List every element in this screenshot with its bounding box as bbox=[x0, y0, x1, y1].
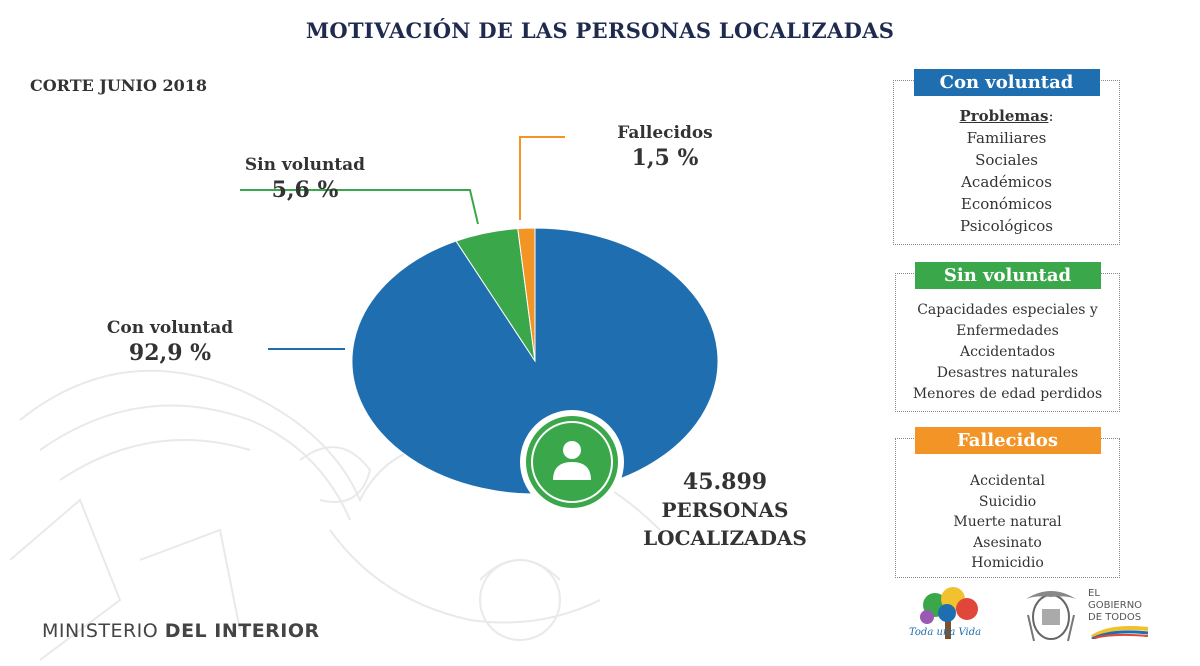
slice-percent: 1,5 % bbox=[631, 145, 699, 171]
slice-name: Sin voluntad bbox=[244, 155, 366, 175]
slice-percent: 92,9 % bbox=[128, 340, 212, 366]
panel-sin-voluntad: Sin voluntad Capacidades especiales y En… bbox=[895, 262, 1120, 412]
ministry-text-light: MINISTERIO bbox=[42, 620, 165, 642]
subheader-colon: : bbox=[1048, 107, 1054, 125]
slice-label-fallecidos: Fallecidos 1,5 % bbox=[575, 123, 755, 171]
total-text-line2: LOCALIZADAS bbox=[643, 526, 807, 550]
total-localized: 45.899 PERSONAS LOCALIZADAS bbox=[620, 468, 830, 552]
list-item: Homicidio bbox=[971, 555, 1044, 571]
coat-of-arms-icon bbox=[1026, 591, 1076, 642]
panel-body-con-voluntad: Problemas: Familiares Sociales Académico… bbox=[894, 105, 1119, 237]
list-item: Desastres naturales bbox=[936, 365, 1079, 381]
list-item: Sociales bbox=[975, 151, 1038, 169]
slice-label-con-voluntad: Con voluntad 92,9 % bbox=[80, 318, 260, 366]
slice-percent: 5,6 % bbox=[271, 177, 339, 203]
panel-header-fallecidos: Fallecidos bbox=[914, 427, 1101, 454]
gobierno-line1: EL bbox=[1088, 588, 1100, 599]
pie-slice-fallecidos bbox=[517, 227, 536, 362]
panel-body-sin-voluntad: Capacidades especiales y Enfermedades Ac… bbox=[896, 300, 1119, 405]
list-item: Psicológicos bbox=[960, 217, 1053, 235]
list-item: Académicos bbox=[961, 173, 1052, 191]
ministry-text-bold: DEL INTERIOR bbox=[164, 620, 320, 642]
leader-line-fallecidos bbox=[519, 136, 565, 220]
person-icon bbox=[520, 410, 624, 514]
slice-name: Fallecidos bbox=[617, 123, 713, 143]
panel-fallecidos: Fallecidos Accidental Suicidio Muerte na… bbox=[895, 427, 1120, 578]
ministry-logo-text: MINISTERIO DEL INTERIOR bbox=[42, 620, 320, 642]
panel-header-sin-voluntad: Sin voluntad bbox=[914, 262, 1101, 289]
list-item: Menores de edad perdidos bbox=[912, 386, 1103, 402]
list-item: Asesinato bbox=[973, 534, 1042, 551]
flag-ribbon-icon bbox=[1090, 626, 1149, 639]
list-item: Familiares bbox=[966, 129, 1047, 147]
tree-logo-icon: Toda una Vida bbox=[909, 587, 981, 639]
tree-logo-text: Toda una Vida bbox=[909, 627, 981, 638]
list-item: Capacidades especiales y bbox=[917, 302, 1098, 318]
slice-label-sin-voluntad: Sin voluntad 5,6 % bbox=[215, 155, 395, 203]
panel-header-con-voluntad: Con voluntad bbox=[913, 69, 1100, 96]
total-value: 45.899 bbox=[682, 469, 768, 495]
gobierno-logo-text: EL GOBIERNO DE TODOS bbox=[1088, 588, 1168, 624]
problems-subheader: Problemas bbox=[959, 107, 1049, 125]
list-item: Muerte natural bbox=[953, 514, 1062, 530]
panel-subheader: Problemas: bbox=[894, 105, 1119, 127]
gobierno-line2: GOBIERNO bbox=[1088, 600, 1143, 611]
page-title: MOTIVACIÓN DE LAS PERSONAS LOCALIZADAS bbox=[305, 18, 895, 43]
list-item: Accidentados bbox=[959, 344, 1056, 360]
list-item: Suicidio bbox=[978, 493, 1037, 510]
leader-line-sin-voluntad bbox=[240, 189, 479, 225]
list-item: Accidental bbox=[970, 473, 1045, 489]
list-item: Económicos bbox=[960, 195, 1053, 213]
gobierno-line3: DE TODOS bbox=[1088, 612, 1142, 623]
cut-date-label: CORTE JUNIO 2018 bbox=[30, 76, 208, 95]
panel-con-voluntad: Con voluntad Problemas: Familiares Socia… bbox=[893, 69, 1120, 245]
list-item: Enfermedades bbox=[956, 323, 1059, 339]
slice-name: Con voluntad bbox=[106, 318, 234, 338]
total-text-line1: PERSONAS bbox=[661, 498, 789, 522]
panel-body-fallecidos: Accidental Suicidio Muerte natural Asesi… bbox=[896, 471, 1119, 574]
